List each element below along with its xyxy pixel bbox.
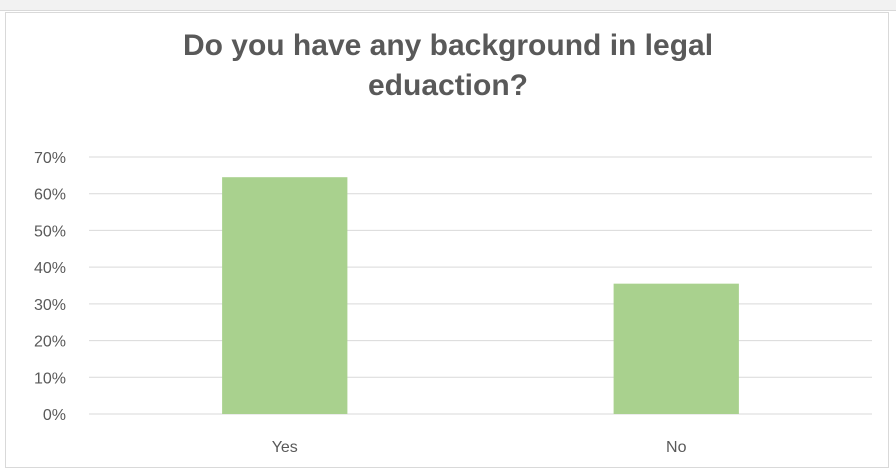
- y-tick-label: 30%: [34, 297, 66, 314]
- y-tick-label: 70%: [34, 150, 66, 167]
- bar-yes: [222, 177, 348, 414]
- y-axis: 0% 10% 20% 30% 40% 50% 60% 70%: [34, 150, 66, 424]
- x-tick-label: No: [666, 439, 687, 456]
- gridlines: [89, 156, 872, 415]
- x-axis: Yes No: [272, 439, 687, 456]
- top-strip: [0, 0, 896, 11]
- y-tick-label: 20%: [34, 334, 66, 351]
- y-tick-label: 60%: [34, 187, 66, 204]
- x-tick-label: Yes: [272, 439, 298, 456]
- bar-no: [613, 283, 739, 414]
- chart-title-line-2: eduaction?: [367, 69, 528, 102]
- chart-title-line-1: Do you have any background in legal: [182, 29, 714, 62]
- y-tick-label: 0%: [43, 407, 66, 424]
- y-tick-label: 40%: [34, 260, 66, 277]
- chart-area: [5, 12, 889, 468]
- bars: [222, 177, 739, 414]
- y-tick-label: 10%: [34, 370, 66, 387]
- chart-title: Do you have any background in legal edua…: [0, 26, 896, 106]
- y-tick-label: 50%: [34, 223, 66, 240]
